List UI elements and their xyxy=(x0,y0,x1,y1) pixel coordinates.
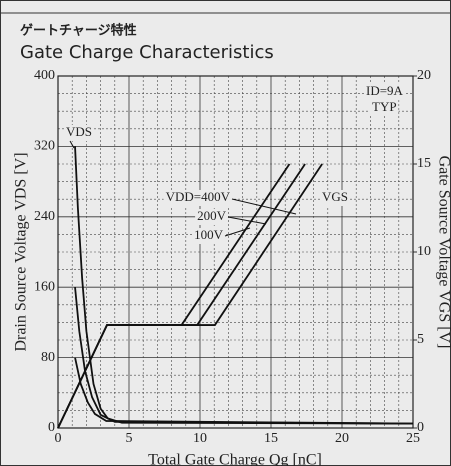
annotation-bg xyxy=(195,209,228,225)
y-tick-label: 240 xyxy=(34,209,55,224)
y2-axis-title: Gate Source Voltage VGS [V] xyxy=(435,156,451,349)
chart-title-jp: ゲートチャージ特性 xyxy=(20,23,137,39)
annotation: ID=9A xyxy=(366,83,404,98)
y2-tick-label: 20 xyxy=(417,68,431,83)
annotation: 200V xyxy=(197,208,227,223)
arrow xyxy=(69,140,75,149)
x-tick-label: 25 xyxy=(406,431,420,446)
x-tick-label: 20 xyxy=(335,431,349,446)
y-tick-label: 0 xyxy=(48,420,55,435)
annotation: VDD=400V xyxy=(166,189,231,204)
arrow xyxy=(231,198,297,215)
x-tick-label: 0 xyxy=(55,431,62,446)
curve xyxy=(74,357,414,425)
annotation-arrows xyxy=(69,140,297,237)
y-axis-title: Drain Source Voltage VDS [V] xyxy=(13,152,30,351)
annotation: VDS xyxy=(66,124,92,139)
annotation-bg xyxy=(64,125,95,141)
y-tick-label: 400 xyxy=(34,68,55,83)
x-tick-label: 5 xyxy=(126,431,133,446)
chart-title: Gate Charge Characteristics xyxy=(20,42,274,63)
y2-tick-label: 15 xyxy=(417,156,431,171)
y2-tick-label: 0 xyxy=(417,420,424,435)
y-tick-label: 160 xyxy=(34,279,55,294)
y2-tick-label: 5 xyxy=(417,332,424,347)
annotation-bg xyxy=(163,190,232,206)
arrow xyxy=(224,227,251,237)
y-tick-label: 320 xyxy=(34,139,55,154)
x-tick-label: 15 xyxy=(264,431,278,446)
annotation: VGS xyxy=(322,189,348,204)
plot-border xyxy=(57,75,414,429)
y2-tick-label: 10 xyxy=(417,244,431,259)
annotation-bg xyxy=(192,228,225,244)
annotation: 100V xyxy=(194,227,224,242)
x-tick-label: 10 xyxy=(193,431,207,446)
arrow xyxy=(227,216,267,225)
x-axis-title: Total Gate Charge Qg [nC] xyxy=(148,452,322,466)
y-tick-label: 80 xyxy=(41,350,55,365)
annotation-bg xyxy=(320,190,351,206)
annotation-bg xyxy=(364,84,405,100)
annotation: TYP xyxy=(372,99,397,114)
annotation-bg xyxy=(370,100,399,116)
curve xyxy=(57,163,291,429)
